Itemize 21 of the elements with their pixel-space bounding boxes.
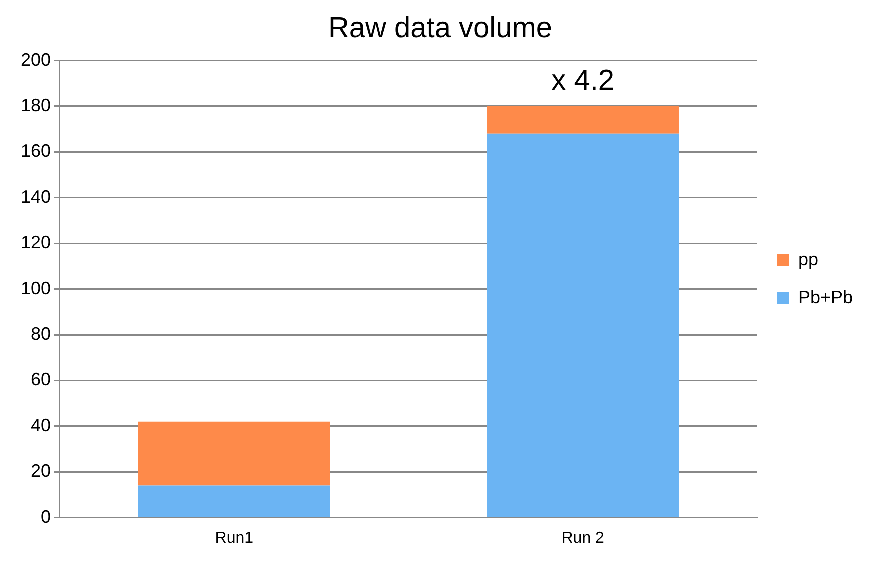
y-tick-label: 120 — [20, 232, 52, 253]
y-tick-label: 200 — [20, 50, 52, 70]
y-tick-label: 160 — [20, 141, 52, 162]
y-tick-label: 100 — [20, 278, 52, 298]
y-tick-label: 80 — [31, 324, 52, 344]
y-tick-label: 60 — [31, 370, 52, 390]
y-tick-label: 20 — [31, 461, 52, 482]
bar — [487, 134, 679, 518]
annotation: x 4.2 — [552, 65, 615, 97]
y-tick-label: 180 — [20, 95, 52, 116]
bar — [138, 486, 330, 518]
legend-label: pp — [798, 249, 818, 270]
bar — [487, 106, 679, 134]
y-tick-label: 40 — [31, 415, 52, 436]
x-tick-label: Run1 — [215, 530, 254, 547]
y-tick-label: 0 — [41, 506, 52, 527]
bar — [138, 422, 330, 486]
y-tick-label: 140 — [20, 186, 52, 207]
legend-label: Pb+Pb — [798, 287, 853, 308]
x-tick-label: Run 2 — [562, 530, 605, 547]
chart-title: Raw data volume — [328, 12, 553, 44]
